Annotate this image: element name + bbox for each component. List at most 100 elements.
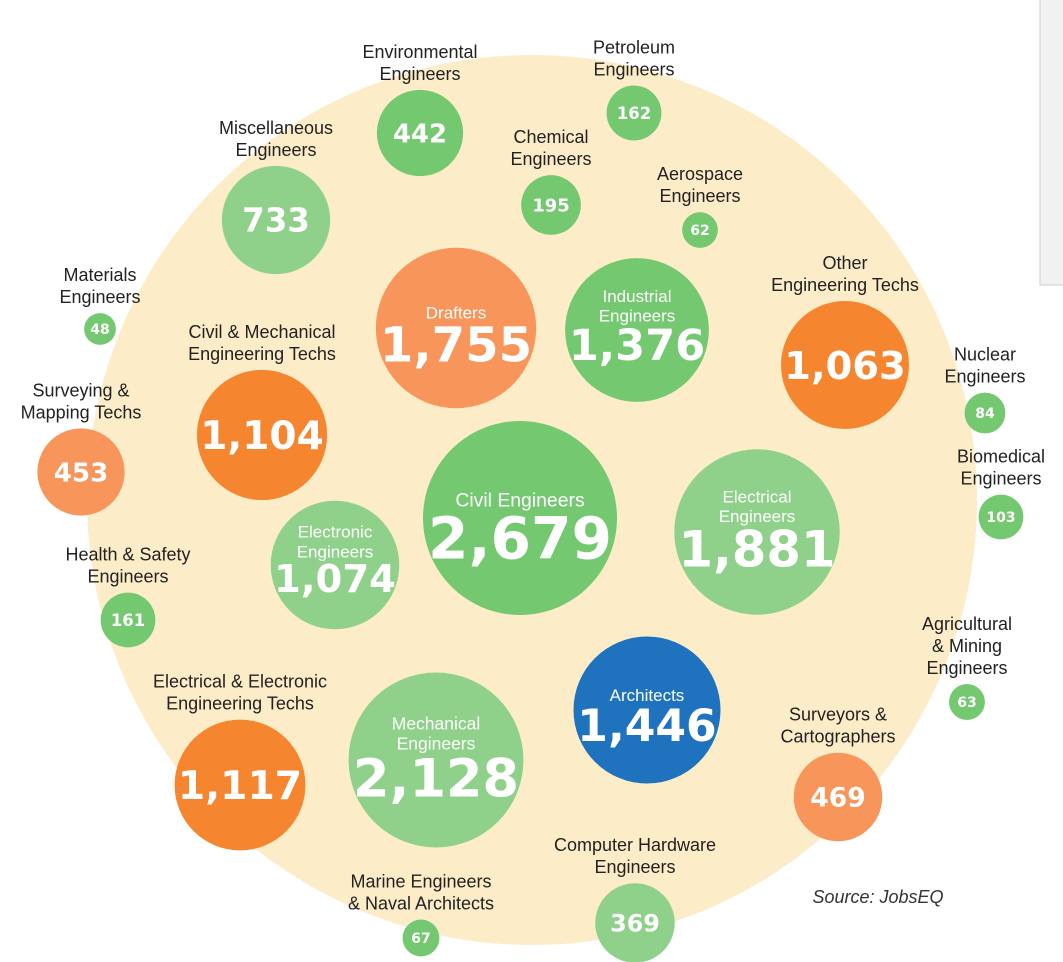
name-line: Mechanical — [392, 713, 480, 733]
side-panel — [1039, 0, 1063, 286]
value-label: 1,063 — [784, 344, 905, 389]
bubble-name: Surveying & Mapping Techs — [21, 380, 142, 422]
value-label: 162 — [617, 104, 651, 123]
value-label: 48 — [90, 322, 109, 338]
bubble — [781, 301, 909, 429]
source: Source: JobsEQ — [812, 887, 943, 907]
bubble — [949, 684, 985, 720]
bubble — [793, 752, 883, 842]
name-line: Miscellaneous — [219, 118, 333, 138]
name-line: Civil Engineers — [455, 489, 584, 511]
bubble — [174, 719, 306, 851]
bubble-name: Mechanical Engineers — [392, 713, 480, 753]
name-line: Materials — [63, 265, 136, 285]
name-line: Engineers — [944, 367, 1025, 387]
bubble — [221, 165, 331, 275]
name-line: Health & Safety — [65, 545, 190, 565]
name-line: Industrial — [603, 287, 672, 306]
name-line: Engineers — [297, 542, 374, 561]
name-line: Civil & Mechanical — [188, 322, 335, 342]
name-line: Engineering Techs — [188, 344, 336, 364]
bubble-name: Architects — [610, 686, 685, 705]
bubble-name: Other Engineering Techs — [771, 253, 919, 295]
value-label: 453 — [54, 458, 109, 488]
name-line: Engineers — [59, 287, 140, 307]
bubble-name: Environmental Engineers — [362, 42, 477, 84]
name-line: Engineering Techs — [166, 694, 314, 714]
value-label: 469 — [810, 783, 865, 814]
name-line: & Mining — [932, 636, 1002, 656]
bubble-name: Electrical Engineers — [719, 488, 796, 527]
bubble — [423, 421, 617, 615]
bubble-name: Electronic Engineers — [297, 523, 374, 562]
name-line: Petroleum — [593, 38, 675, 58]
name-line: Engineers — [960, 469, 1041, 489]
name-line: Engineering Techs — [771, 275, 919, 295]
name-line: Surveying & — [32, 380, 129, 400]
value-label: 2,679 — [428, 505, 612, 573]
name-line: Electronic — [298, 523, 373, 542]
name-line: Cartographers — [780, 727, 895, 747]
name-line: Other — [822, 253, 867, 273]
bubble-name: Marine Engineers & Naval Architects — [348, 872, 494, 914]
bubble — [521, 175, 581, 235]
name-line: Chemical — [513, 127, 588, 147]
bubble-name: Chemical Engineers — [510, 127, 591, 169]
name-line: Drafters — [426, 303, 486, 322]
value-label: 84 — [975, 406, 995, 422]
bubble — [348, 672, 524, 848]
name-line: Engineers — [510, 149, 591, 169]
name-line: Engineers — [379, 64, 460, 84]
name-line: Biomedical — [957, 447, 1045, 467]
name-line: Environmental — [362, 42, 477, 62]
name-line: Engineers — [235, 140, 316, 160]
name-line: Computer Hardware — [554, 835, 716, 855]
name-line: Electrical — [723, 488, 792, 507]
value-label: 103 — [986, 510, 1015, 526]
bubble-name: Electrical & Electronic Engineering Techs — [153, 672, 327, 714]
bubble — [402, 919, 440, 957]
bubble-name: Agricultural & Mining Engineers — [922, 614, 1012, 678]
bubble-name: Materials Engineers — [59, 265, 140, 307]
name-line: Engineers — [87, 567, 168, 587]
name-line: Engineers — [719, 507, 796, 526]
name-line: Nuclear — [954, 345, 1016, 365]
bubble-name: Miscellaneous Engineers — [219, 118, 333, 160]
name-line: Engineers — [397, 734, 476, 754]
bubble — [682, 212, 718, 248]
value-label: 369 — [610, 910, 660, 938]
bubble — [964, 392, 1006, 434]
bubble — [595, 883, 675, 962]
bubble-name: Drafters — [426, 303, 486, 322]
bubble — [978, 494, 1024, 540]
value-label: 1,755 — [380, 318, 532, 374]
bubble — [84, 313, 116, 345]
bubble — [565, 258, 709, 402]
bubble — [674, 449, 840, 615]
bubble-name: Civil & Mechanical Engineering Techs — [188, 322, 336, 364]
value-label: 195 — [532, 195, 569, 216]
bubble-name: Biomedical Engineers — [957, 447, 1045, 489]
name-line: Engineers — [659, 186, 740, 206]
value-label: 62 — [690, 223, 709, 239]
value-label: 1,117 — [178, 764, 302, 809]
name-line: Agricultural — [922, 614, 1012, 634]
name-line: Surveyors & — [789, 705, 887, 725]
bubble-name: Civil Engineers — [455, 489, 584, 511]
bubble-name: Aerospace Engineers — [657, 164, 743, 206]
value-label: 67 — [411, 931, 430, 947]
bubble — [573, 636, 721, 784]
value-label: 1,074 — [274, 557, 396, 602]
name-line: Engineers — [593, 60, 674, 80]
name-line: Engineers — [594, 857, 675, 877]
name-line: Marine Engineers — [350, 872, 491, 892]
bubble-name: Petroleum Engineers — [593, 38, 675, 80]
name-line: Electrical & Electronic — [153, 672, 327, 692]
value-label: 1,446 — [577, 701, 716, 752]
bubble — [270, 500, 400, 630]
value-label: 1,376 — [569, 321, 705, 371]
value-label: 442 — [393, 119, 447, 149]
name-line: Aerospace — [657, 164, 743, 184]
bubble-name: Computer Hardware Engineers — [554, 835, 716, 877]
